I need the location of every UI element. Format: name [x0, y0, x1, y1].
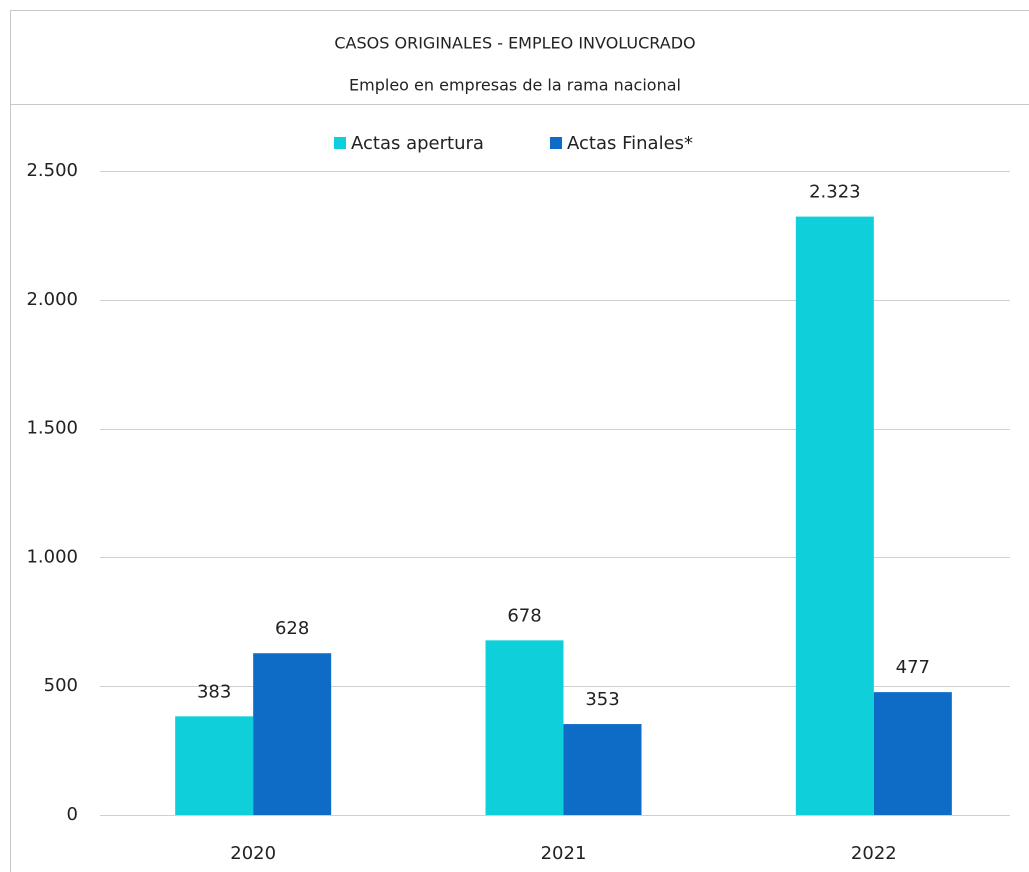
- y-tick-label: 2.000: [26, 289, 78, 310]
- chart-subtitle: Empleo en empresas de la rama nacional: [349, 76, 681, 95]
- y-tick-label: 500: [44, 675, 78, 696]
- bar: [175, 716, 254, 815]
- x-tick-label: 2022: [851, 843, 897, 864]
- y-tick-label: 2.500: [26, 160, 78, 181]
- chart-frame: [10, 10, 1029, 872]
- data-label: 383: [197, 681, 231, 702]
- legend-label: Actas Finales*: [567, 133, 693, 154]
- x-tick-label: 2020: [230, 843, 276, 864]
- bar: [795, 216, 874, 815]
- data-label: 628: [275, 618, 309, 639]
- bar: [253, 653, 332, 815]
- data-label: 678: [507, 605, 541, 626]
- data-label: 477: [896, 657, 930, 678]
- data-label: 2.323: [809, 182, 861, 203]
- legend-swatch: [334, 137, 346, 149]
- bar: [873, 692, 952, 815]
- legend-swatch: [550, 137, 562, 149]
- y-tick-label: 0: [67, 804, 78, 825]
- data-label: 353: [585, 689, 619, 710]
- bar: [563, 724, 642, 815]
- legend-label: Actas apertura: [351, 133, 484, 154]
- chart-title: CASOS ORIGINALES - EMPLEO INVOLUCRADO: [334, 34, 695, 53]
- x-tick-label: 2021: [541, 843, 587, 864]
- bar: [485, 640, 564, 815]
- y-tick-label: 1.500: [26, 418, 78, 439]
- y-tick-label: 1.000: [26, 546, 78, 567]
